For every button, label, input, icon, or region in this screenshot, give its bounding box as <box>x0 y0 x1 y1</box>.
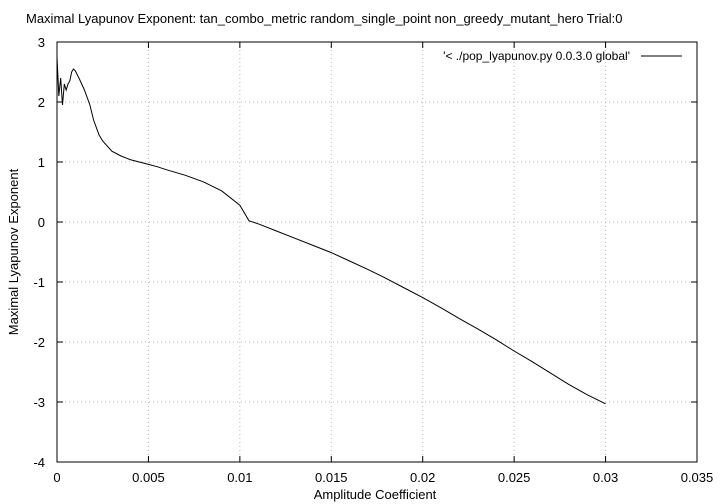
x-tick-label: 0 <box>53 470 60 485</box>
x-tick-label: 0.025 <box>498 470 531 485</box>
y-tick-label: 0 <box>38 215 45 230</box>
y-tick-label: 1 <box>38 155 45 170</box>
plot-frame <box>56 41 698 463</box>
axis-ticks <box>56 41 698 463</box>
chart-title: Maximal Lyapunov Exponent: tan_combo_met… <box>26 11 622 26</box>
y-tick-labels: -4 -3 -2 -1 0 1 2 3 <box>33 35 45 470</box>
x-tick-label: 0.01 <box>227 470 252 485</box>
y-tick-label: -1 <box>33 275 45 290</box>
y-tick-label: -4 <box>33 455 45 470</box>
x-tick-label: 0.015 <box>315 470 348 485</box>
series-line <box>56 56 606 405</box>
y-tick-label: 3 <box>38 35 45 50</box>
y-tick-label: -2 <box>33 335 45 350</box>
series-group <box>56 56 606 405</box>
legend: '< ./pop_lyapunov.py 0.0.3.0 global' <box>443 49 682 63</box>
x-tick-label: 0.035 <box>681 470 714 485</box>
x-tick-label: 0.03 <box>593 470 618 485</box>
y-axis-label: Maximal Lyapunov Exponent <box>6 168 21 335</box>
x-axis-label: Amplitude Coefficient <box>314 487 437 502</box>
x-tick-labels: 0 0.005 0.01 0.015 0.02 0.025 0.03 0.035 <box>53 470 713 485</box>
y-tick-label: -3 <box>33 395 45 410</box>
legend-entry-label: '< ./pop_lyapunov.py 0.0.3.0 global' <box>443 49 630 63</box>
x-tick-label: 0.005 <box>132 470 165 485</box>
y-tick-label: 2 <box>38 95 45 110</box>
x-tick-label: 0.02 <box>410 470 435 485</box>
gridlines <box>57 42 697 462</box>
